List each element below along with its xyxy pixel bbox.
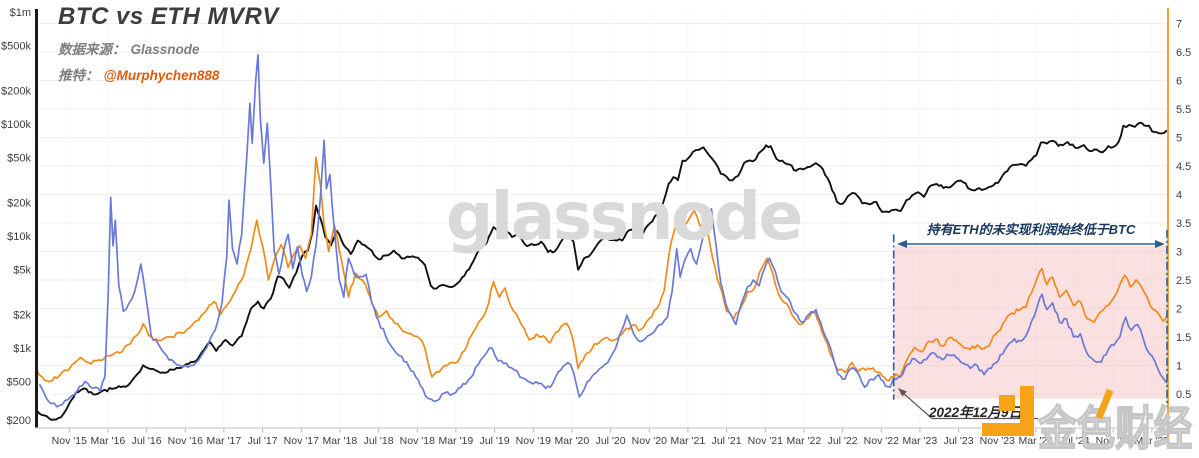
x-tick-label: Jul '16 bbox=[132, 435, 162, 447]
x-tick-label: Mar '24 bbox=[1019, 435, 1054, 447]
y-right-tick-label: 3.5 bbox=[1176, 218, 1191, 230]
x-tick-label: Mar '19 bbox=[439, 435, 474, 447]
x-tick-label: Jul '19 bbox=[480, 435, 510, 447]
annotation-marks bbox=[892, 229, 1168, 420]
y-right-tick-label: 7 bbox=[1176, 19, 1182, 31]
x-tick-label: Jul '24 bbox=[1060, 435, 1090, 447]
y-left-tick-label: $50k bbox=[7, 153, 31, 165]
highlight-band-label: 持有ETH的未实现利润始终低于BTC bbox=[926, 222, 1136, 237]
x-tick-label: Nov '22 bbox=[864, 435, 899, 447]
y-left-tick-label: $500 bbox=[7, 377, 31, 389]
y-right-tick-label: 0.5 bbox=[1176, 389, 1191, 401]
x-tick-label: Mar '23 bbox=[903, 435, 938, 447]
y-left-tick-label: $1k bbox=[13, 343, 31, 355]
x-tick-label: Jul '23 bbox=[944, 435, 974, 447]
y-right-tick-label: 4 bbox=[1176, 190, 1182, 202]
y-left-tick-label: $1m bbox=[10, 7, 31, 19]
y-right-tick-label: 1 bbox=[1176, 361, 1182, 373]
data-source-line: 数据来源： Glassnode bbox=[58, 38, 279, 58]
x-tick-label: Nov '21 bbox=[748, 435, 783, 447]
x-tick-label: Jul '21 bbox=[712, 435, 742, 447]
twitter-label: 推特： bbox=[58, 68, 99, 83]
series-lines bbox=[35, 53, 1169, 421]
y-right-tick-label: 6.5 bbox=[1176, 47, 1191, 59]
range-arrow-head-left bbox=[897, 240, 907, 248]
x-tick-label: Jul '20 bbox=[596, 435, 626, 447]
y-left-tick-label: $200k bbox=[1, 85, 31, 97]
y-right-tick-label: 4.5 bbox=[1176, 161, 1191, 173]
x-tick-label: Nov '18 bbox=[400, 435, 435, 447]
y-right-tick-label: 2 bbox=[1176, 304, 1182, 316]
x-tick-label: Mar '25 bbox=[1135, 435, 1170, 447]
x-tick-label: Nov '17 bbox=[284, 435, 319, 447]
y-right-tick-label: 3 bbox=[1176, 247, 1182, 259]
event-date-label: 2022年12月9日 bbox=[929, 405, 1023, 420]
y-left-tick-label: $5k bbox=[13, 265, 31, 277]
y-left-tick-label: $20k bbox=[7, 197, 31, 209]
twitter-handle: @Murphychen888 bbox=[103, 68, 220, 83]
x-tick-label: Mar '22 bbox=[787, 435, 822, 447]
axes: Nov '15 Mar '16 Jul '16 Nov '16 Mar '17 Jul '… bbox=[1, 7, 1191, 447]
y-right-tick-label: 6 bbox=[1176, 76, 1182, 88]
date-leader-arrowhead bbox=[898, 388, 907, 397]
x-tick-label: Nov '19 bbox=[516, 435, 551, 447]
y-right-tick-label: 5.5 bbox=[1176, 104, 1191, 116]
x-tick-label: Jul '18 bbox=[364, 435, 394, 447]
twitter-line: 推特： @Murphychen888 bbox=[58, 64, 279, 84]
y-right-tick-label: 1.5 bbox=[1176, 332, 1191, 344]
x-tick-label: Nov '16 bbox=[168, 435, 203, 447]
y-left-tick-label: $500k bbox=[1, 41, 31, 53]
chart-header: BTC vs ETH MVRV 数据来源： Glassnode 推特： @Murph… bbox=[58, 3, 279, 84]
x-tick-label: Mar '21 bbox=[671, 435, 706, 447]
eth-mvrv-line bbox=[39, 53, 1169, 408]
horizontal-gridlines bbox=[37, 23, 1168, 395]
x-tick-label: Nov '20 bbox=[632, 435, 667, 447]
range-arrow-head-right bbox=[1155, 240, 1165, 248]
y-right-tick-label: 2.5 bbox=[1176, 275, 1191, 287]
y-left-tick-label: $10k bbox=[7, 231, 31, 243]
data-source-label: 数据来源： bbox=[58, 42, 126, 57]
date-leader-line bbox=[902, 392, 1038, 420]
btc-price-usd-line bbox=[35, 121, 1169, 421]
x-tick-label: Mar '16 bbox=[91, 435, 126, 447]
page-title: BTC vs ETH MVRV bbox=[58, 3, 279, 30]
x-tick-label: Nov '23 bbox=[980, 435, 1015, 447]
x-tick-label: Mar '18 bbox=[323, 435, 358, 447]
x-tick-label: Jul '22 bbox=[828, 435, 858, 447]
y-left-tick-label: $2k bbox=[13, 309, 31, 321]
data-source-value: Glassnode bbox=[130, 42, 200, 57]
y-left-tick-label: $200 bbox=[7, 415, 31, 427]
btc-mvrv-line bbox=[35, 156, 1169, 383]
x-tick-label: Mar '20 bbox=[555, 435, 590, 447]
y-right-tick-label: 5 bbox=[1176, 133, 1182, 145]
y-left-tick-label: $100k bbox=[1, 119, 31, 131]
glassnode-watermark: glassnode bbox=[446, 178, 803, 255]
x-tick-label: Jul '17 bbox=[248, 435, 278, 447]
x-tick-label: Nov '15 bbox=[52, 435, 87, 447]
vertical-gridlines bbox=[68, 12, 1153, 428]
x-tick-label: Nov '24 bbox=[1096, 435, 1131, 447]
x-tick-label: Mar '17 bbox=[207, 435, 242, 447]
